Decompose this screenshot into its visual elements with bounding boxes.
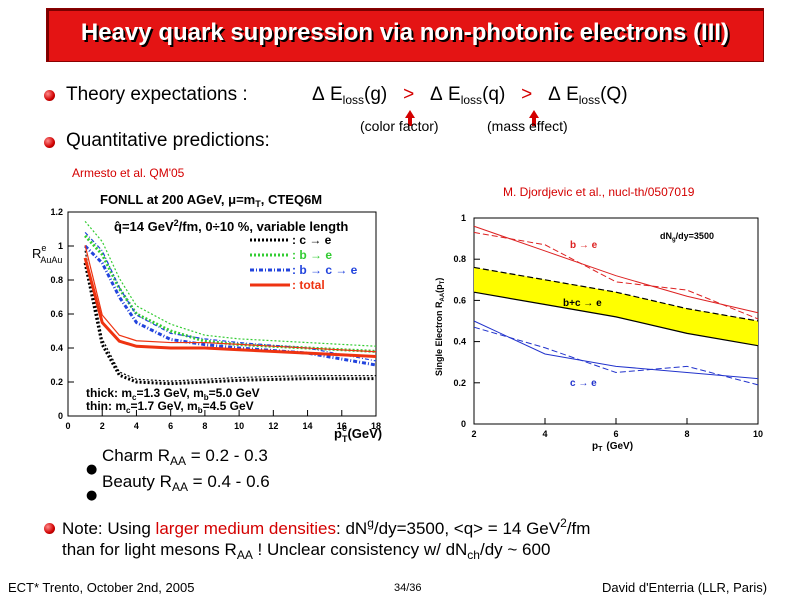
right-x-tick-label: 4 [542, 429, 547, 439]
left-x-tick-label: 8 [202, 421, 207, 431]
slide-title: Heavy quark suppression via non-photonic… [80, 19, 730, 46]
legend-label: : total [292, 278, 325, 292]
left-y-tick-label: 0.6 [50, 309, 63, 319]
left-series-line-thin [84, 231, 377, 362]
note-line-2: than for light mesons RAA ! Unclear cons… [62, 540, 551, 562]
page-number: 34/36 [394, 582, 422, 594]
left-x-tick-label: 2 [100, 421, 105, 431]
c-e-label: c → e [570, 378, 597, 389]
right-x-tick-label: 10 [753, 429, 763, 439]
left-series-line-thin [84, 220, 377, 347]
armesto-reference: Armesto et al. QM'05 [72, 166, 185, 180]
legend-label: : b → c → e [292, 263, 358, 277]
bc-e-label: b+c → e [563, 298, 602, 309]
left-y-tick-label: 0.8 [50, 275, 63, 285]
left-x-tick-label: 0 [65, 421, 70, 431]
djordjevic-reference: M. Djordjevic et al., nucl-th/0507019 [503, 185, 695, 199]
left-y-tick-label: 1 [58, 241, 63, 251]
qhat-label: q̂=14 GeV2/fm, 0÷10 %, variable length [114, 218, 348, 234]
bullet-icon [44, 90, 55, 101]
mass-effect-note: (mass effect) [487, 118, 568, 134]
bullet-icon [44, 137, 55, 148]
right-y-tick-label: 0.6 [453, 295, 466, 305]
left-x-axis-label: pe T(GeV) [334, 423, 382, 444]
bc-band-upper [473, 266, 759, 322]
left-y-tick-label: 1.2 [50, 207, 63, 217]
note-line-1: Note: Using larger medium densities: dNg… [62, 516, 591, 538]
left-x-tick-label: 4 [134, 421, 139, 431]
beauty-raa: Beauty RAA = 0.4 - 0.6 [102, 472, 270, 494]
b-e-label: b → e [570, 240, 598, 251]
charm-raa: Charm RAA = 0.2 - 0.3 [102, 446, 268, 468]
right-series-line [473, 225, 759, 314]
right-series-line-dashed [473, 231, 759, 320]
left-y-axis-label: Re AuAu [32, 243, 62, 265]
thin-mass-label: thin: mc=1.7 GeV, mb=4.5 GeV [86, 399, 254, 415]
theory-label: Theory expectations : [66, 84, 248, 105]
left-y-tick-label: 0.2 [50, 377, 63, 387]
left-plot: FONLL at 200 AGeV, μ=mT, CTEQ6M 0 2 4 6 8 10 1… [32, 192, 382, 444]
right-x-axis-label: pT (GeV) [592, 441, 633, 453]
energy-loss-ordering: Δ Eloss(g) > Δ Eloss(q) > Δ Eloss(Q) [312, 84, 628, 107]
left-series-line-thin [84, 245, 377, 353]
legend-label: : c → e [292, 233, 332, 247]
right-x-tick-label: 8 [684, 429, 689, 439]
left-y-tick-label: 0 [58, 411, 63, 421]
right-y-axis-label: Single Electron RAA(pT) [434, 278, 446, 376]
title-bar: Heavy quark suppression via non-photonic… [46, 8, 764, 62]
left-x-tick-label: 18 [371, 421, 381, 431]
left-x-tick-label: 16 [337, 421, 347, 431]
quant-label: Quantitative predictions: [66, 130, 270, 151]
arrow-icons [405, 110, 539, 126]
right-x-tick-label: 6 [613, 429, 618, 439]
right-series-line-dashed [473, 326, 759, 386]
left-x-tick-label: 14 [303, 421, 313, 431]
right-y-tick-label: 0 [461, 419, 466, 429]
left-plot-header: FONLL at 200 AGeV, μ=mT, CTEQ6M [100, 192, 322, 209]
right-y-tick-label: 0.2 [453, 378, 466, 388]
footer-author: David d'Enterria (LLR, Paris) [602, 580, 768, 595]
left-series-line [83, 257, 377, 358]
right-x-tick-label: 2 [471, 429, 476, 439]
left-x-tick-label: 12 [268, 421, 278, 431]
dndy-label: dNg/dy=3500 [660, 231, 714, 243]
dot-icon: ● [86, 462, 98, 477]
left-x-tick-label: 6 [168, 421, 173, 431]
dot-icon: ● [86, 488, 98, 503]
bc-band-lower [473, 291, 759, 347]
right-series-line [473, 320, 759, 380]
thick-mass-label: thick: mc=1.3 GeV, mb=5.0 GeV [86, 386, 260, 402]
bc-band [474, 267, 758, 346]
right-y-tick-label: 1 [461, 213, 466, 223]
left-x-tick-label: 10 [234, 421, 244, 431]
left-y-tick-label: 0.4 [50, 343, 63, 353]
right-y-tick-label: 0.4 [453, 337, 466, 347]
right-plot: 2 4 6 8 10 0 0.2 0.4 0.6 0.8 1 dNg/dy=3500 b → e b… [434, 213, 763, 453]
bullet-icon [44, 523, 55, 534]
legend-label: : b → e [292, 248, 332, 262]
left-series-line [83, 262, 376, 386]
footer-venue: ECT* Trento, October 2nd, 2005 [8, 580, 195, 595]
color-factor-note: (color factor) [360, 118, 439, 134]
right-y-tick-label: 0.8 [453, 254, 466, 264]
